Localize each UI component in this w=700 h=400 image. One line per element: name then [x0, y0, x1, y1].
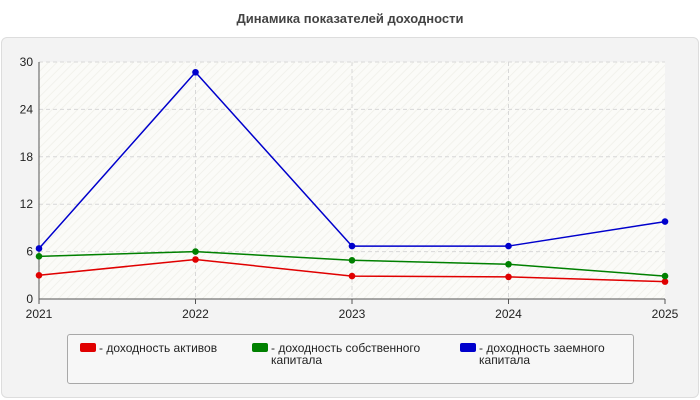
chart-title: Динамика показателей доходности	[236, 11, 464, 26]
data-point-series-1	[192, 256, 199, 263]
data-point-series-3	[661, 218, 669, 225]
data-point-series-3	[348, 242, 356, 250]
x-tick-label: 2024	[495, 307, 522, 321]
data-point-series-1	[348, 272, 356, 280]
x-tick-label: 2022	[182, 307, 209, 321]
x-tick-label: 2025	[652, 307, 679, 321]
data-point-series-2	[661, 272, 669, 280]
y-tick-label: 18	[20, 150, 34, 164]
legend-swatch	[252, 343, 268, 352]
data-point-series-3	[35, 245, 43, 252]
y-tick-label: 12	[20, 197, 34, 211]
data-point-series-1	[505, 273, 512, 281]
data-point-series-2	[35, 253, 43, 260]
y-tick-label: 6	[26, 245, 33, 259]
legend-label: - доходность заемного капитала	[479, 341, 605, 367]
x-tick-label: 2021	[26, 307, 53, 321]
y-tick-label: 0	[26, 292, 33, 306]
data-point-series-2	[348, 256, 356, 264]
legend-label: - доходность активов	[99, 341, 218, 355]
legend-swatch	[460, 343, 476, 352]
data-point-series-2	[192, 248, 199, 255]
legend-label: - доходность собственного капитала	[271, 341, 421, 367]
legend-swatch	[80, 343, 96, 352]
data-point-series-2	[505, 260, 512, 268]
data-point-series-1	[35, 272, 43, 279]
y-tick-label: 30	[20, 55, 34, 69]
data-point-series-1	[661, 278, 669, 285]
x-tick-label: 2023	[339, 307, 366, 321]
data-point-series-3	[505, 242, 512, 250]
y-tick-label: 24	[20, 102, 34, 116]
data-point-series-3	[192, 68, 199, 76]
chart-legend: - доходность активов - доходность собств…	[67, 334, 634, 384]
